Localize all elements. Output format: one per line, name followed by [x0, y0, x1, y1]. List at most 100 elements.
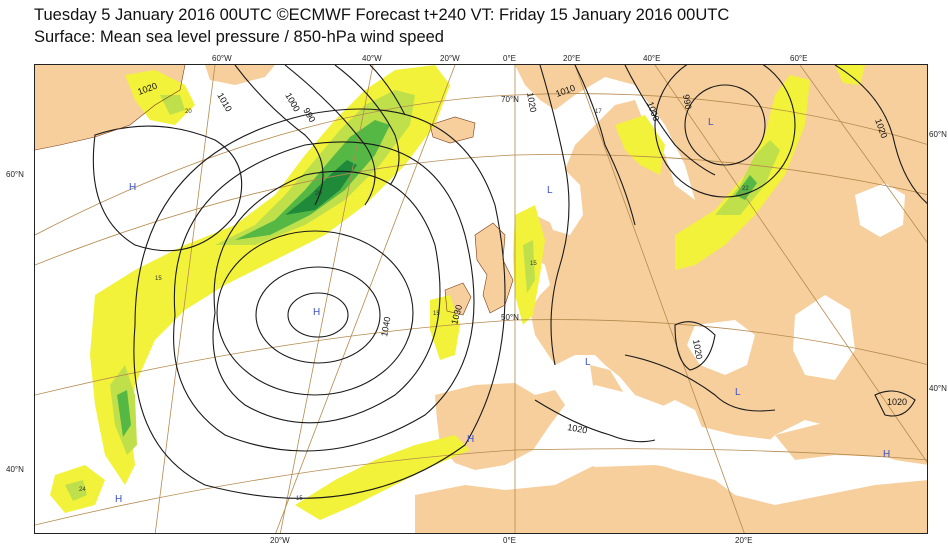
wind-label: 17 — [595, 109, 602, 115]
lat-line-70n — [35, 93, 927, 236]
isobar-label: 1020 — [567, 422, 588, 435]
land-great-britain — [475, 223, 513, 313]
wind-band-greenland-20 — [160, 95, 185, 115]
baltic-sea — [543, 170, 583, 235]
lat-label-right: 60°N — [929, 130, 947, 139]
wind-labels: 15 15 15 20 24 15 20 17 22 — [79, 109, 749, 502]
pressure-center-high: H — [467, 434, 474, 445]
lon-label-bottom: 20°W — [270, 536, 290, 545]
isobar-high-ring-3 — [216, 230, 414, 396]
pressure-center-high: H — [129, 182, 136, 193]
isobar-1020-central — [624, 354, 776, 412]
wind-label: 15 — [433, 311, 440, 317]
forecast-map: H H H H L L L L H 1020 1010 1000 990 104… — [34, 64, 928, 534]
wind-band-atlantic-25 — [235, 120, 390, 240]
lon-label-top: 20°W — [440, 54, 460, 63]
isobar-label: 1020 — [525, 92, 538, 113]
isobar-1020 — [133, 108, 506, 499]
wind-band-southern — [295, 435, 470, 520]
isobar-label: 1020 — [691, 339, 704, 360]
wind-band-west-25 — [117, 390, 131, 437]
lon-label-top: 60°W — [212, 54, 232, 63]
isobar-990-west — [334, 65, 400, 186]
isobar-1010-west — [234, 65, 324, 206]
lat-line-40n — [35, 448, 927, 526]
wind-band-biscay — [430, 295, 460, 360]
map-title-line-2: Surface: Mean sea level pressure / 850-h… — [34, 28, 444, 46]
pressure-center-high: H — [115, 494, 122, 505]
isobar-high-ring-2 — [255, 266, 381, 364]
isobar-1020-northeast — [834, 65, 927, 204]
coast-ireland — [444, 282, 472, 316]
map-canvas: H H H H L L L L H 1020 1010 1000 990 104… — [35, 65, 927, 533]
wind-band-russia — [675, 75, 810, 270]
isobar-1030 — [173, 141, 475, 452]
lon-line-60e — [799, 65, 927, 243]
lat-label-left: 40°N — [6, 465, 24, 474]
isobar-low-russia — [684, 84, 766, 166]
isobar-label: 1040 — [379, 316, 392, 337]
lon-label-top: 40°W — [362, 54, 382, 63]
lon-label-top: 0°E — [503, 54, 516, 63]
wind-band-scandinavia — [615, 115, 665, 175]
isobar-1020-norway — [539, 65, 570, 366]
coast-iceland — [429, 116, 476, 144]
wind-label: 15 — [155, 276, 162, 282]
wind-speed-shading — [50, 65, 865, 520]
lon-label-top: 60°E — [790, 54, 808, 63]
isobar-1020-med — [534, 399, 656, 443]
lat-label-right: 40°N — [929, 384, 947, 393]
lon-label-bottom: 20°E — [735, 536, 753, 545]
pressure-centers: H H H H L L L L H — [115, 117, 890, 505]
lat-line-50n — [35, 319, 927, 396]
lon-line-40e — [654, 65, 927, 463]
isobar-lines — [92, 65, 927, 499]
wind-band-russia-25 — [735, 175, 757, 200]
wind-label: 15 — [530, 261, 537, 267]
inland-waters — [543, 170, 905, 475]
pressure-center-high: H — [883, 449, 890, 460]
isobar-low-russia-2 — [654, 65, 796, 198]
isobar-1040 — [212, 170, 441, 424]
pressure-center-low: L — [585, 357, 591, 368]
coast-great-britain — [474, 222, 514, 314]
isobar-980-west — [369, 65, 406, 116]
isobar-label: 1020 — [887, 397, 907, 407]
coast-greenland — [35, 65, 186, 151]
wind-label: 24 — [79, 487, 86, 493]
pressure-center-high: H — [313, 307, 320, 318]
land-turkey — [775, 420, 927, 460]
lon-label-bottom: 0°E — [503, 536, 516, 545]
isobar-1020-blacksea — [674, 321, 716, 371]
isobar-1000-west — [284, 65, 376, 206]
graticule-lines — [35, 65, 927, 533]
map-title-line-1: Tuesday 5 January 2016 00UTC ©ECMWF Fore… — [34, 6, 730, 24]
isobar-1020-east — [874, 390, 916, 417]
wind-label: 15 — [296, 496, 303, 502]
land-greenland-tip — [205, 65, 275, 85]
isobar-1010-scandinavia — [574, 65, 636, 226]
land-north-africa — [415, 460, 927, 533]
caspian-sea — [793, 295, 855, 380]
inner-graticule-labels: 50°N 70°N — [501, 95, 519, 322]
lon-line-40w — [279, 65, 374, 533]
isobar-high-center-ring — [287, 292, 349, 338]
lon-label-top: 40°E — [643, 54, 661, 63]
pressure-center-low: L — [735, 387, 741, 398]
pressure-center-low: L — [547, 185, 553, 196]
lon-line-60w — [154, 65, 216, 533]
pressure-center-low: L — [708, 117, 714, 128]
wind-band-southwest-20 — [65, 480, 87, 501]
isobar-greenland-high — [92, 125, 243, 252]
wind-label: 22 — [742, 186, 749, 192]
mediterranean-sea — [555, 385, 795, 475]
isobar-1000-scandinavia — [624, 65, 716, 176]
lat-line-60n — [35, 154, 927, 266]
land-iceland — [430, 117, 475, 143]
coastlines — [35, 65, 514, 316]
lon-line-20e — [574, 65, 745, 533]
lake-aral — [855, 183, 905, 237]
wind-band-north-sea-20 — [523, 240, 535, 293]
lat-label-left: 60°N — [6, 170, 24, 179]
lon-label-top: 20°E — [563, 54, 581, 63]
